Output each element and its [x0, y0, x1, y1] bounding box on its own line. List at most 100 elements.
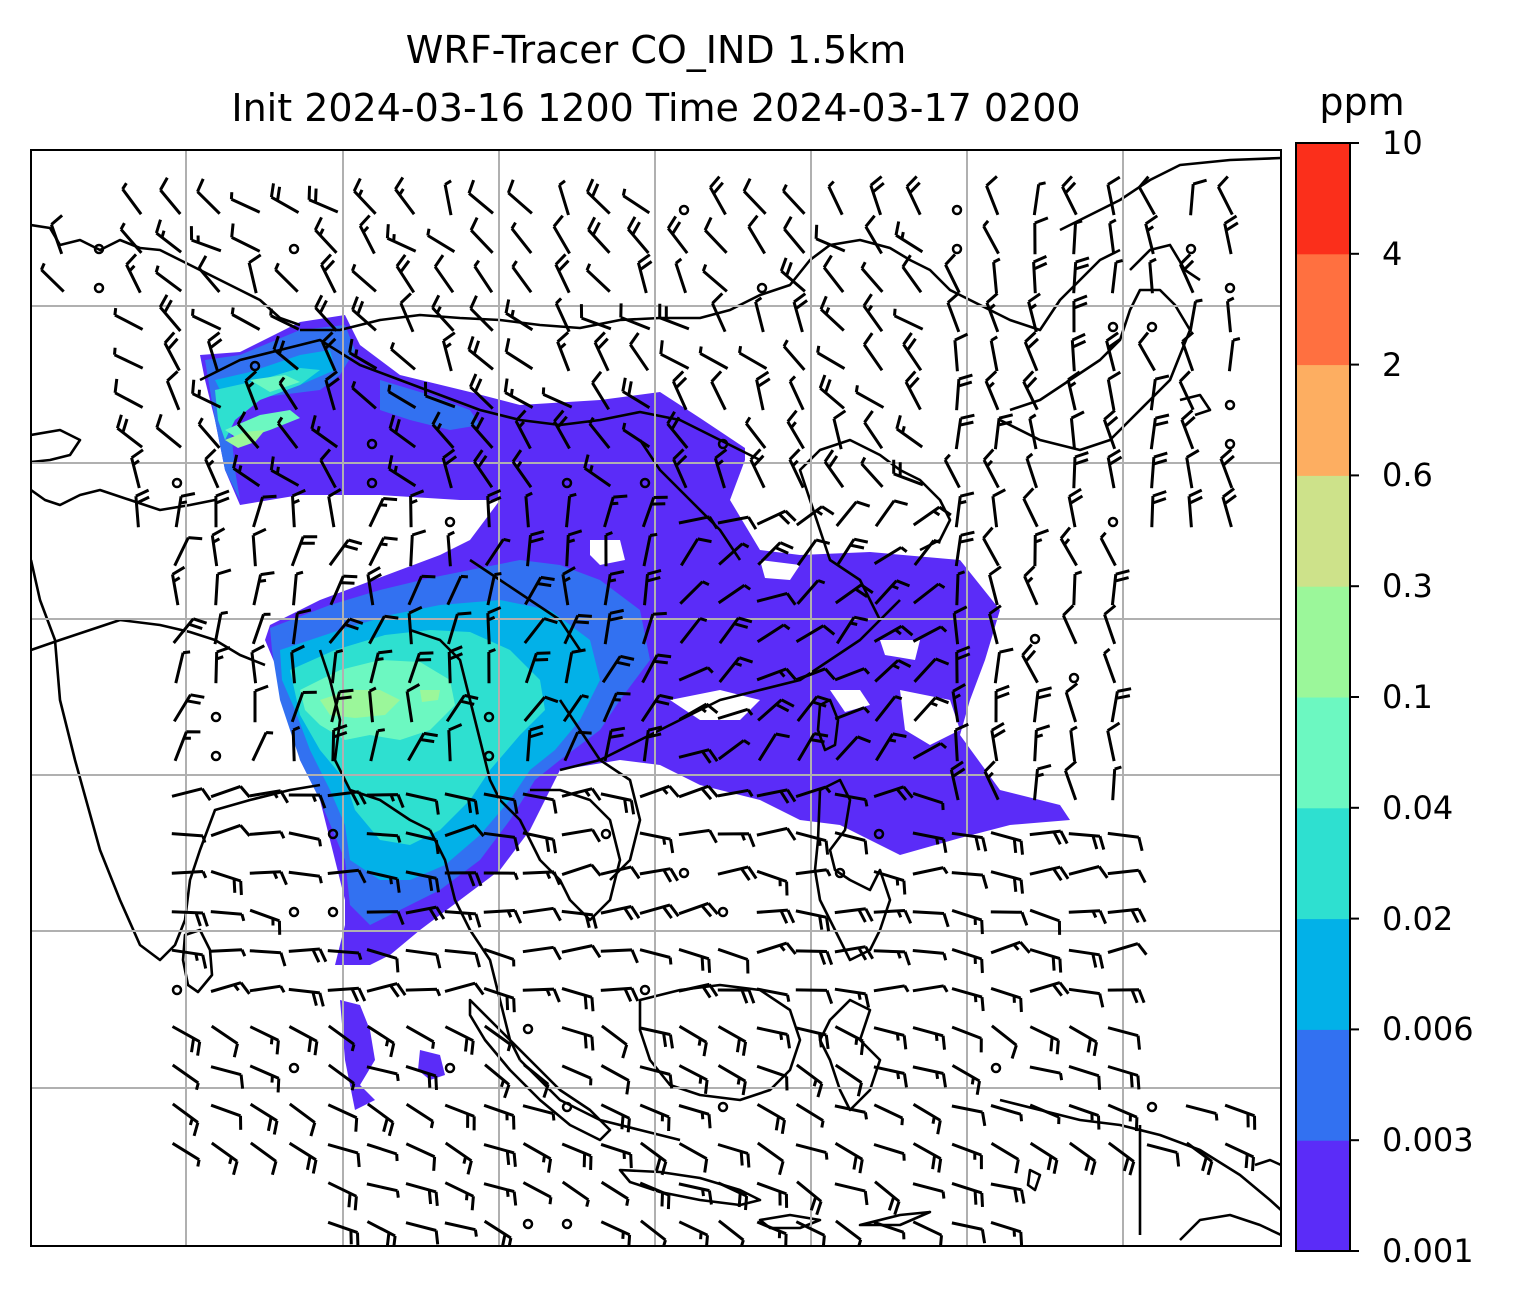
calm-wind-marker [93, 243, 105, 255]
wind-barb [779, 257, 806, 293]
wind-barb [639, 1219, 667, 1246]
wind-barb [814, 224, 846, 253]
wind-barb [642, 532, 658, 567]
wind-barb [113, 347, 144, 370]
wind-barb [290, 644, 305, 684]
wind-barb [313, 216, 338, 254]
wind-barb [526, 724, 544, 762]
wind-barb [445, 693, 479, 723]
wind-barb [210, 981, 251, 995]
wind-barb [797, 732, 829, 762]
wind-barb [873, 1103, 904, 1126]
wind-barb [982, 219, 1000, 255]
calm-wind-marker [678, 867, 690, 879]
wind-barb [639, 1103, 671, 1132]
wind-barb [155, 413, 182, 449]
wind-barb [522, 906, 562, 922]
wind-barb [171, 1025, 202, 1056]
wind-barb [288, 1141, 318, 1174]
wind-barb [444, 823, 485, 838]
wind-barb [795, 1143, 829, 1160]
wind-barb [756, 1141, 785, 1176]
wind-barb [1033, 724, 1051, 762]
wind-barb [554, 297, 571, 333]
wind-barb [1216, 175, 1234, 216]
wind-barb [269, 456, 300, 487]
wind-barb [154, 219, 183, 254]
wind-barb [206, 331, 223, 372]
wind-barb [744, 416, 767, 450]
wind-barb [985, 175, 1000, 216]
wind-barb [912, 984, 949, 993]
wind-barb [749, 448, 766, 489]
wind-barb [1061, 604, 1078, 645]
wind-barb [718, 542, 750, 566]
wind-barb [1029, 981, 1070, 997]
calm-wind-marker [1146, 1101, 1158, 1113]
wind-barb [210, 910, 246, 922]
calm-wind-marker [756, 282, 768, 294]
wind-barb [873, 1143, 906, 1161]
wind-barb [788, 375, 805, 411]
chart-subtitle: Init 2024-03-16 1200 Time 2024-03-17 020… [231, 86, 1081, 130]
wind-barb [984, 370, 1000, 411]
wind-barb [1068, 1064, 1102, 1090]
chart-title: WRF-Tracer CO_IND 1.5km [405, 28, 907, 72]
wind-barb [713, 448, 728, 489]
wind-barb [165, 370, 181, 411]
wind-barb [698, 346, 729, 370]
wind-barb [483, 908, 523, 924]
wind-barb [1068, 1141, 1097, 1176]
wind-barb [324, 370, 340, 411]
coastline [428, 829, 522, 1061]
wind-barb [119, 222, 143, 254]
wind-barb [210, 1024, 239, 1058]
wind-barb [795, 624, 836, 643]
wind-barb [467, 179, 494, 215]
wind-barb [561, 787, 602, 802]
wind-barb [444, 792, 479, 815]
wind-barb [290, 535, 318, 567]
wind-barb [269, 308, 300, 331]
wind-barb [327, 1063, 356, 1091]
calm-wind-marker [210, 711, 222, 723]
wind-barb [796, 538, 831, 567]
wind-barb [796, 695, 831, 723]
wind-barb [483, 792, 519, 814]
wind-barb [860, 456, 884, 488]
wind-barb [366, 832, 402, 843]
wind-barb [278, 376, 299, 411]
wind-barb [816, 345, 846, 370]
wind-barb [873, 546, 908, 565]
coastline [599, 599, 901, 762]
wind-barb [366, 1220, 397, 1246]
colorbar-tick-label: 0.6 [1382, 456, 1433, 495]
wind-barb [288, 987, 325, 1007]
wind-barb [328, 617, 364, 644]
colorbar-segment [1296, 807, 1350, 920]
wind-barb [912, 791, 945, 811]
calm-wind-marker [327, 906, 339, 918]
colorbar-segment [1296, 253, 1350, 366]
wind-barb [982, 526, 1000, 567]
wind-barb [290, 690, 317, 723]
wind-barb [523, 617, 558, 645]
wind-barb [486, 572, 502, 606]
wind-barb [834, 667, 871, 682]
calm-wind-marker [873, 828, 885, 840]
wind-barb [757, 732, 790, 762]
wind-barb [319, 448, 337, 489]
wind-barb [912, 1026, 946, 1050]
wind-barb [834, 945, 874, 961]
wind-barb [288, 1102, 317, 1137]
colorbar-segment [1296, 143, 1350, 255]
wind-barb [678, 1142, 709, 1173]
wind-barb [795, 949, 834, 966]
wind-barb [327, 1024, 356, 1052]
calm-wind-marker [93, 282, 105, 294]
wind-barb [171, 1063, 200, 1091]
wind-barb [1027, 292, 1041, 333]
wind-barb [636, 253, 653, 294]
wind-barb [1028, 413, 1038, 450]
wind-barb [244, 370, 259, 411]
